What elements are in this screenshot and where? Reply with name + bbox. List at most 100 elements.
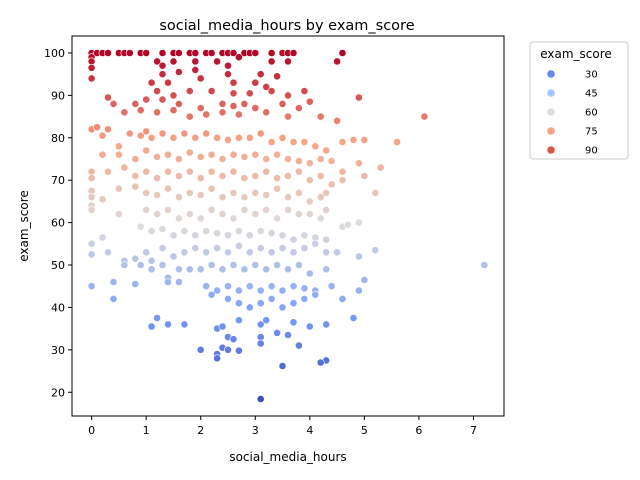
data-point <box>142 49 151 57</box>
data-point <box>267 248 276 257</box>
data-point <box>98 131 107 140</box>
data-point <box>224 70 232 79</box>
x-tick-label: 3 <box>252 424 259 437</box>
data-point <box>169 106 178 115</box>
data-point <box>98 233 107 242</box>
points-layer <box>87 49 489 403</box>
data-point <box>234 346 243 355</box>
data-point <box>338 176 347 185</box>
data-point <box>202 110 211 119</box>
data-point <box>158 95 167 104</box>
data-point <box>267 57 276 66</box>
data-point <box>87 239 96 248</box>
data-point <box>267 294 276 303</box>
data-point <box>142 146 151 155</box>
data-point <box>234 227 243 235</box>
data-point <box>267 49 276 57</box>
data-point <box>229 89 238 98</box>
data-point <box>153 210 161 218</box>
data-point <box>376 163 385 172</box>
data-point <box>262 265 271 274</box>
data-point <box>278 133 287 142</box>
data-point <box>256 227 265 235</box>
y-tick-label: 100 <box>44 47 65 60</box>
data-point <box>245 89 254 98</box>
data-point <box>273 328 281 337</box>
data-point <box>289 318 298 327</box>
data-point <box>338 294 347 303</box>
data-point <box>278 303 287 312</box>
plot-frame <box>71 35 505 417</box>
data-point <box>115 142 123 151</box>
legend-marker <box>547 70 555 78</box>
data-point <box>327 282 336 291</box>
data-point <box>245 248 254 257</box>
data-point <box>153 174 161 182</box>
chart-title: social_media_hours by exam_score <box>159 18 414 34</box>
data-point <box>234 110 243 119</box>
data-point <box>234 299 243 308</box>
data-point <box>322 235 331 244</box>
data-point <box>213 133 221 142</box>
data-point <box>322 146 331 155</box>
data-point <box>251 210 260 218</box>
data-point <box>251 49 260 57</box>
data-point <box>125 129 134 138</box>
data-point <box>333 116 341 125</box>
data-point <box>294 104 303 112</box>
data-point <box>322 188 331 197</box>
legend-label: 75 <box>585 127 598 138</box>
data-point <box>256 244 265 252</box>
data-point <box>131 155 140 163</box>
legend: exam_score 30 45 60 75 90 <box>529 41 629 160</box>
data-point <box>142 188 151 197</box>
data-point <box>104 125 112 134</box>
data-point <box>164 278 172 286</box>
data-point <box>305 97 314 106</box>
data-point <box>180 129 189 138</box>
data-point <box>147 227 156 235</box>
data-point <box>322 205 331 214</box>
data-point <box>213 57 221 66</box>
data-point <box>185 148 194 157</box>
data-point <box>153 191 161 199</box>
y-tick-label: 90 <box>51 89 65 102</box>
y-axis-label: exam_score <box>17 190 31 262</box>
x-tick-label: 5 <box>361 424 368 437</box>
data-point <box>305 176 314 185</box>
data-point <box>256 320 265 329</box>
data-point <box>158 261 167 269</box>
data-point <box>234 241 243 250</box>
data-point <box>294 167 303 176</box>
data-point <box>136 131 145 140</box>
data-point <box>147 322 156 331</box>
data-point <box>393 138 401 146</box>
data-point <box>229 49 238 57</box>
data-point <box>262 205 271 214</box>
x-tick-label: 4 <box>306 424 313 437</box>
y-axis-ticks: 20 30 40 50 60 70 80 90 100 <box>44 47 72 399</box>
data-point <box>316 214 325 223</box>
data-point <box>153 87 161 95</box>
data-point <box>245 282 254 291</box>
legend-label: 45 <box>585 89 598 100</box>
data-point <box>229 335 238 344</box>
data-point <box>284 172 292 180</box>
data-point <box>131 100 140 108</box>
data-point <box>289 248 298 257</box>
data-point <box>251 261 260 269</box>
data-point <box>169 57 178 66</box>
data-point <box>371 188 380 197</box>
data-point <box>147 133 156 142</box>
data-point <box>142 95 151 104</box>
data-point <box>256 70 265 79</box>
legend-entries: 30 45 60 75 90 <box>547 70 598 157</box>
data-point <box>224 345 232 354</box>
data-point <box>191 133 200 142</box>
data-point <box>338 138 347 146</box>
data-point <box>262 83 271 91</box>
data-point <box>267 282 276 291</box>
data-point <box>354 93 363 102</box>
legend-marker <box>547 127 555 135</box>
data-point <box>305 322 314 331</box>
